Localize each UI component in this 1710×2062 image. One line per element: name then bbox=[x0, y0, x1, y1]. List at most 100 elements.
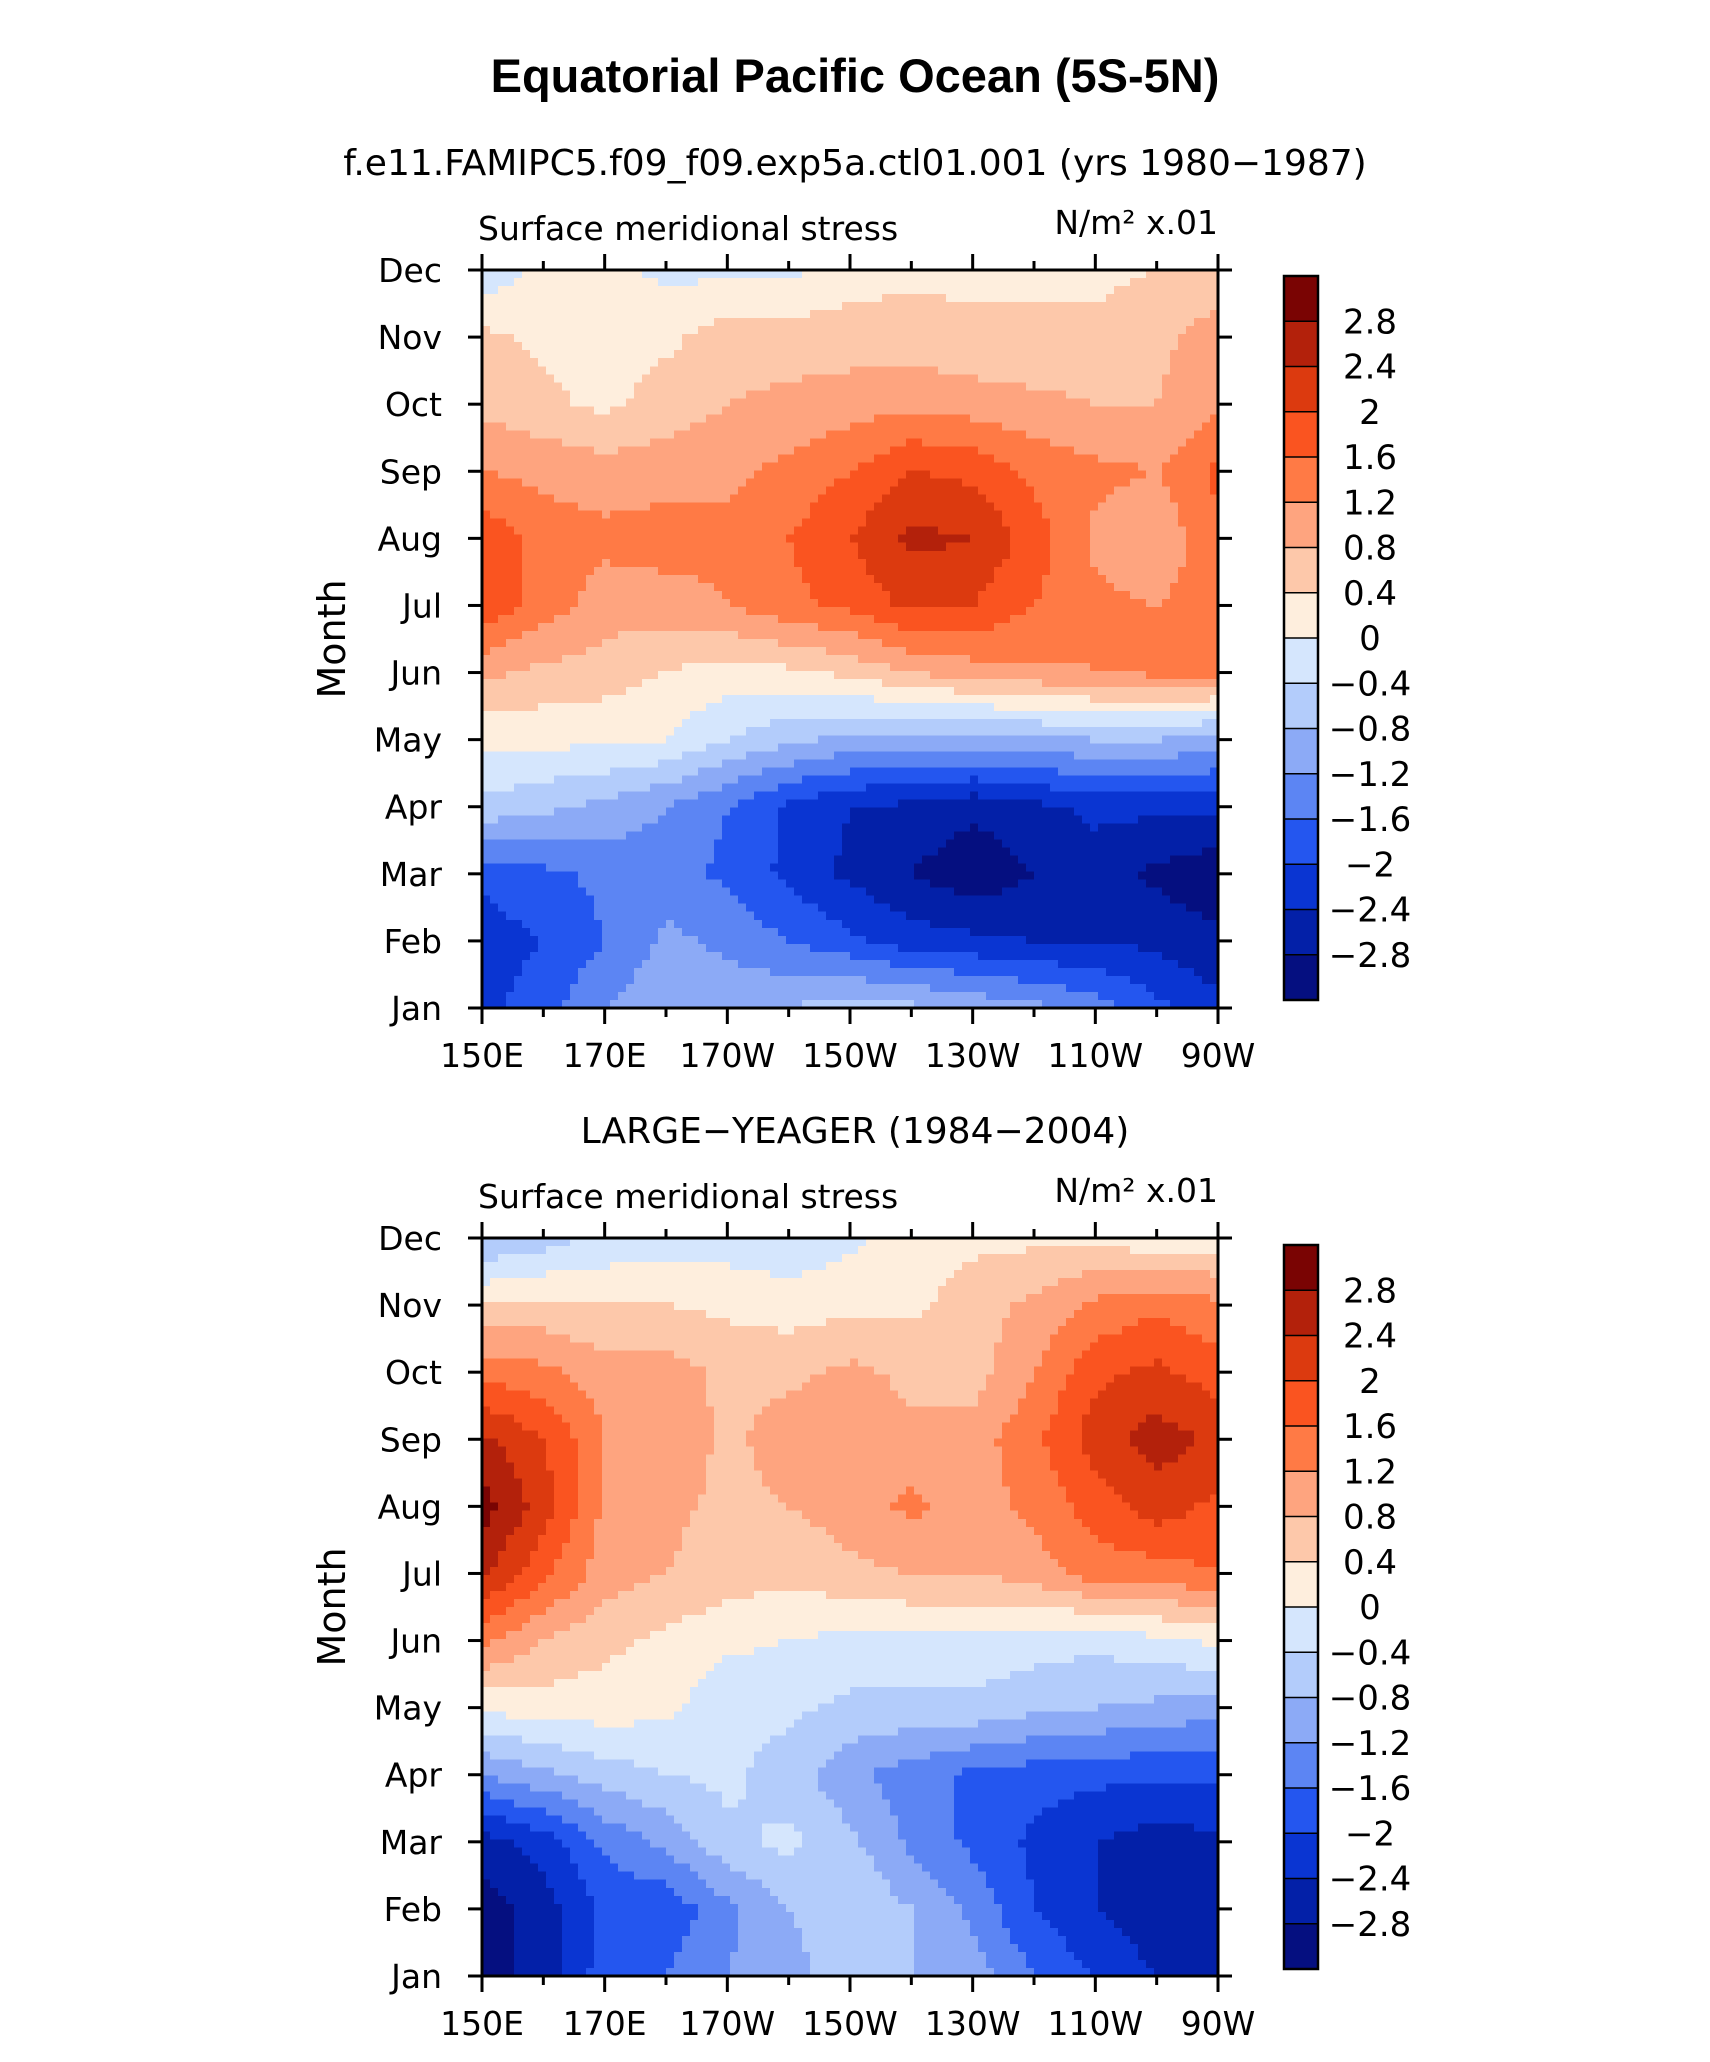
y-tick-label: Sep bbox=[380, 1420, 442, 1459]
contour-cell bbox=[802, 1935, 915, 1945]
contour-cell bbox=[850, 470, 907, 480]
contour-cell bbox=[482, 1711, 507, 1720]
contour-cell bbox=[738, 1919, 795, 1929]
contour-cell bbox=[514, 783, 651, 793]
contour-cell bbox=[482, 687, 627, 696]
contour-cell bbox=[570, 1623, 667, 1632]
contour-cell bbox=[682, 1935, 739, 1945]
contour-cell bbox=[562, 1943, 595, 1953]
contour-cell bbox=[1010, 1494, 1067, 1504]
contour-cell bbox=[546, 1398, 595, 1408]
contour-cell bbox=[602, 1510, 691, 1520]
contour-cell bbox=[1146, 1454, 1179, 1464]
contour-cell bbox=[1026, 1847, 1099, 1857]
contour-cell bbox=[1034, 871, 1139, 881]
contour-cell bbox=[834, 671, 931, 680]
contour-cell bbox=[874, 574, 995, 584]
contour-cell bbox=[506, 671, 659, 680]
contour-cell bbox=[554, 807, 667, 817]
contour-cell bbox=[482, 1919, 515, 1929]
contour-cell bbox=[602, 1430, 715, 1440]
contour-cell bbox=[722, 951, 851, 961]
contour-cell bbox=[818, 494, 883, 504]
contour-cell bbox=[482, 302, 843, 311]
contour-cell bbox=[1098, 1334, 1203, 1343]
contour-cell bbox=[482, 1879, 491, 1889]
contour-cell bbox=[770, 967, 955, 977]
contour-cell bbox=[954, 1807, 1043, 1817]
contour-cell bbox=[602, 935, 659, 945]
colorbar-label: 2.8 bbox=[1343, 302, 1397, 342]
contour-cell bbox=[570, 991, 619, 1001]
contour-cell bbox=[866, 1847, 907, 1857]
contour-cell bbox=[578, 1671, 707, 1680]
contour-cell bbox=[994, 1366, 1035, 1375]
contour-cell bbox=[770, 719, 1043, 728]
contour-cell bbox=[690, 711, 1219, 720]
contour-cell bbox=[546, 863, 707, 873]
contour-cell bbox=[986, 1959, 1027, 1969]
contour-cell bbox=[1098, 1847, 1219, 1857]
contour-cell bbox=[690, 1687, 851, 1696]
contour-cell bbox=[482, 1510, 491, 1520]
contour-cell bbox=[554, 1510, 579, 1520]
contour-cell bbox=[674, 1855, 723, 1865]
contour-cell bbox=[522, 566, 595, 576]
contour-cell bbox=[1170, 350, 1219, 359]
contour-cell bbox=[722, 1799, 739, 1809]
contour-cell bbox=[482, 935, 539, 945]
contour-cell bbox=[978, 791, 1219, 801]
contour-cell bbox=[1130, 278, 1219, 287]
contour-cell bbox=[482, 1727, 787, 1736]
contour-cell bbox=[554, 1631, 651, 1640]
contour-cell bbox=[770, 1735, 859, 1744]
contour-cell bbox=[482, 398, 571, 407]
contour-cell bbox=[602, 927, 659, 937]
contour-cell bbox=[482, 1959, 515, 1969]
contour-cell bbox=[802, 1839, 859, 1849]
contour-cell bbox=[722, 823, 779, 833]
contour-cell bbox=[674, 919, 763, 929]
contour-cell bbox=[570, 1430, 603, 1440]
contour-cell bbox=[906, 438, 923, 448]
contour-cell bbox=[1154, 1518, 1163, 1528]
contour-cell bbox=[874, 454, 995, 464]
contour-cell bbox=[594, 1951, 675, 1961]
contour-cell bbox=[1066, 983, 1147, 993]
contour-cell bbox=[522, 1735, 771, 1744]
contour-cell bbox=[498, 470, 755, 480]
contour-cell bbox=[882, 582, 987, 592]
contour-cell bbox=[858, 1358, 995, 1367]
contour-cell bbox=[1130, 478, 1163, 488]
contour-cell bbox=[658, 935, 699, 945]
contour-cell bbox=[914, 1967, 995, 1977]
contour-cell bbox=[866, 566, 995, 576]
contour-cell bbox=[946, 1887, 995, 1897]
contour-cell bbox=[906, 1598, 1179, 1608]
contour-cell bbox=[1154, 1462, 1163, 1472]
contour-cell bbox=[746, 751, 835, 760]
contour-cell bbox=[482, 1246, 547, 1255]
contour-cell bbox=[482, 751, 683, 760]
contour-cell bbox=[930, 470, 1019, 480]
contour-cell bbox=[1098, 1534, 1219, 1544]
contour-cell bbox=[1202, 911, 1219, 921]
contour-cell bbox=[954, 887, 1003, 897]
contour-cell bbox=[650, 438, 811, 448]
contour-cell bbox=[602, 919, 667, 929]
contour-cell bbox=[1186, 550, 1219, 560]
contour-cell bbox=[498, 1775, 579, 1785]
contour-cell bbox=[1042, 1286, 1219, 1295]
contour-cell bbox=[482, 1318, 731, 1327]
contour-cell bbox=[1026, 1951, 1075, 1961]
contour-cell bbox=[1066, 1486, 1115, 1496]
contour-cell bbox=[1130, 1366, 1171, 1375]
contour-cell bbox=[738, 1943, 803, 1953]
contour-cell bbox=[546, 1438, 579, 1448]
contour-cell bbox=[1026, 1294, 1099, 1303]
contour-cell bbox=[1114, 486, 1171, 496]
contour-cell bbox=[626, 687, 955, 696]
contour-cell bbox=[546, 1871, 579, 1881]
contour-cell bbox=[482, 663, 531, 672]
contour-cell bbox=[730, 598, 819, 608]
